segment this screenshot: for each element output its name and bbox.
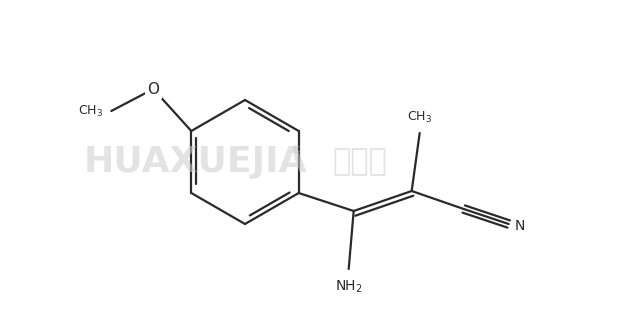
Text: CH$_3$: CH$_3$ [78,103,103,118]
Text: O: O [147,82,159,97]
Text: CH$_3$: CH$_3$ [407,110,432,125]
Text: HUAXUEJIA: HUAXUEJIA [83,145,307,179]
Text: 华学加: 华学加 [333,148,387,177]
Text: ®: ® [290,145,302,155]
Text: N: N [515,219,525,233]
Text: NH$_2$: NH$_2$ [335,279,363,295]
